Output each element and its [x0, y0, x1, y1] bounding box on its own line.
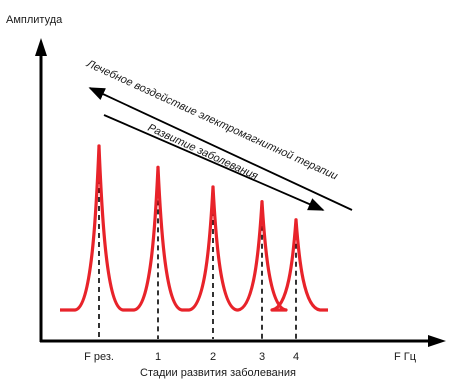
stage-peak-2: [211, 185, 215, 189]
therapy-arrow: Лечебное воздействие электромагнитной те…: [84, 57, 353, 211]
y-axis-arrowhead: [35, 38, 47, 56]
stage-peak-0: [97, 144, 101, 148]
stage-tick-label-3: 3: [259, 351, 265, 363]
x-axis-caption: Стадии развития заболевания: [140, 367, 296, 379]
x-axis-label: F Гц: [394, 351, 417, 363]
disease-arrow-line: [103, 114, 325, 211]
peaks-layer: F рез. 1 2 3 4: [60, 144, 328, 363]
stage-peak-3: [260, 200, 264, 204]
stage-tick-label-4: 4: [293, 351, 299, 363]
stage-tick-label-0: F рез.: [84, 351, 114, 363]
stage-peak-4: [294, 218, 298, 222]
therapy-arrow-label: Лечебное воздействие электромагнитной те…: [84, 57, 340, 182]
therapy-arrow-line: [88, 87, 353, 211]
y-axis-label: Амплитуда: [6, 14, 63, 26]
x-axis-arrowhead: [428, 335, 446, 347]
stage-peak-1: [156, 165, 160, 169]
amplitude-curve: [60, 144, 328, 312]
stage-tick-label-2: 2: [210, 351, 216, 363]
stage-tick-label-1: 1: [155, 351, 161, 363]
